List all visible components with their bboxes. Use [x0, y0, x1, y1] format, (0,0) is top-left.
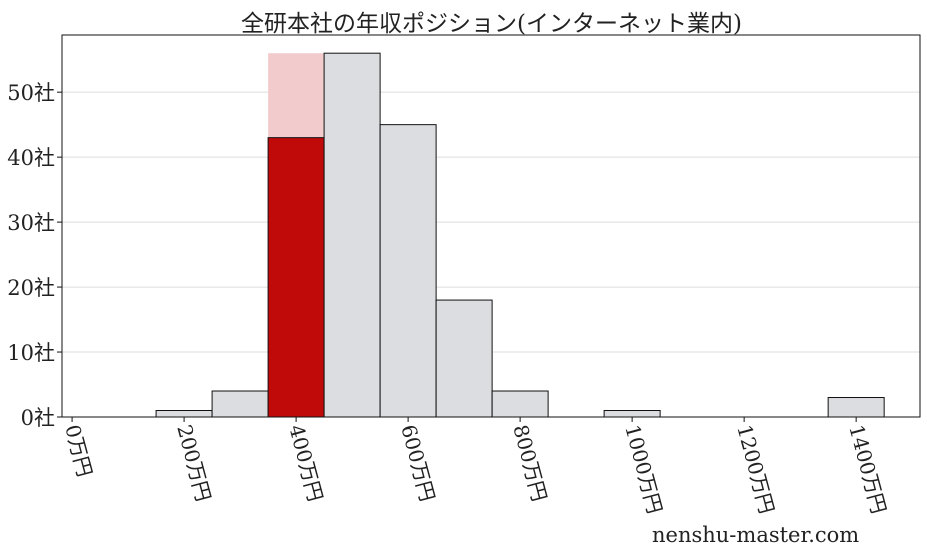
- watermark: nenshu-master.com: [652, 523, 860, 547]
- y-tick-label: 20社: [7, 276, 55, 300]
- y-tick-label: 10社: [7, 341, 55, 365]
- x-tick-label: 800万円: [508, 422, 551, 504]
- histogram-bar: [435, 299, 493, 418]
- x-tick-label: 200万円: [172, 422, 215, 504]
- y-tick-label: 30社: [7, 211, 55, 235]
- y-tick-label: 50社: [7, 81, 55, 105]
- histogram-bar: [603, 410, 661, 418]
- x-tick-label: 400万円: [284, 422, 327, 504]
- x-tick-label: 1400万円: [844, 422, 891, 516]
- x-tick-label: 1200万円: [732, 422, 779, 516]
- histogram-bar: [379, 124, 437, 418]
- x-tick-label: 600万円: [396, 422, 439, 504]
- histogram-bar: [155, 410, 213, 418]
- histogram-bar: [491, 390, 549, 418]
- histogram-bar: [211, 390, 269, 418]
- plot-frame: [61, 34, 921, 418]
- histogram-bar: [323, 52, 381, 418]
- y-tick-label: 0社: [21, 406, 55, 430]
- y-tick-label: 40社: [7, 146, 55, 170]
- chart-title: 全研本社の年収ポジション(インターネット業内): [241, 11, 742, 37]
- histogram-bar: [827, 397, 885, 418]
- x-tick-label: 0万円: [60, 422, 97, 479]
- x-tick-label: 1000万円: [620, 422, 667, 516]
- highlight-bar: [267, 137, 325, 418]
